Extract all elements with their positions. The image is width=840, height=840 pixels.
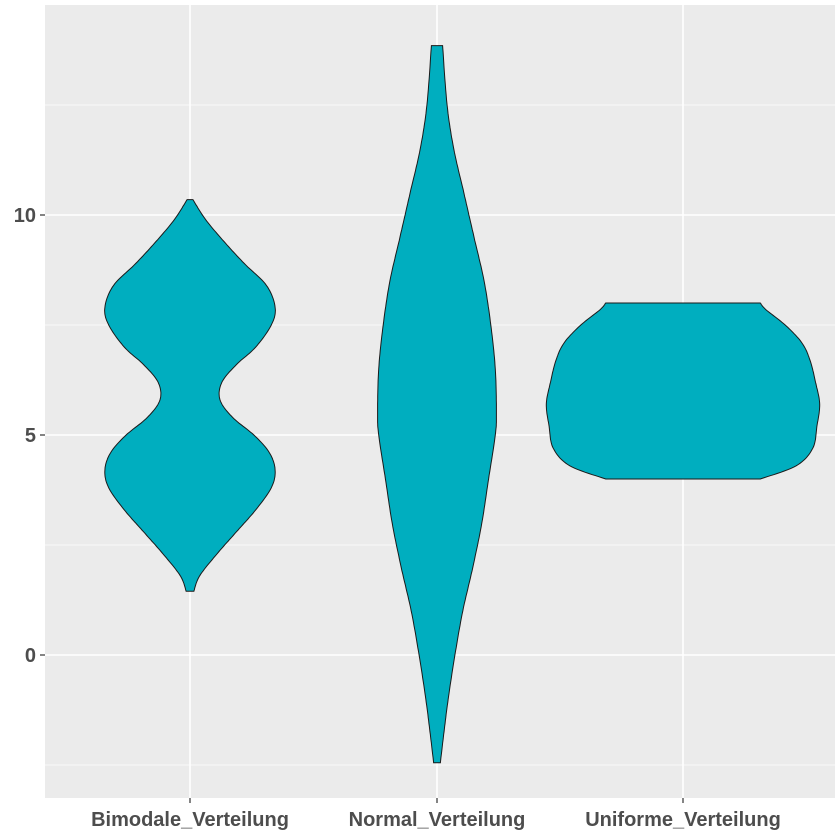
violin-normal_verteilung <box>377 45 497 764</box>
x-tick-label: Normal_Verteilung <box>349 809 526 831</box>
y-axis: 0 5 10 <box>14 205 45 667</box>
violin-uniforme_verteilung <box>545 302 821 480</box>
x-axis: Bimodale_Verteilung Normal_Verteilung Unif… <box>91 798 781 831</box>
y-tick-label: 5 <box>25 425 36 447</box>
x-tick-label: Uniforme_Verteilung <box>585 809 781 831</box>
violin-bimodale_verteilung <box>104 199 276 592</box>
y-tick-label: 10 <box>14 205 36 227</box>
x-tick-label: Bimodale_Verteilung <box>91 809 289 831</box>
violins <box>104 45 821 764</box>
y-tick-label: 0 <box>25 645 36 667</box>
